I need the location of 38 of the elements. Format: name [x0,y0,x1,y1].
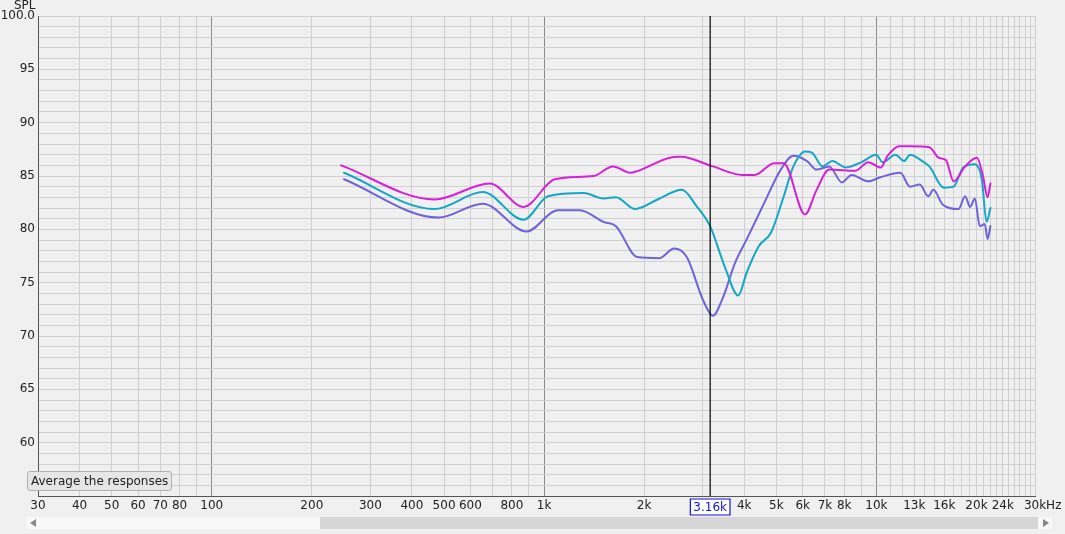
y-tick-label: 75 [19,274,35,289]
x-tick-label: 2k [636,498,652,513]
y-tick-label: 60 [19,434,35,449]
x-tick-label: 60 [130,498,146,513]
y-tick-label: 95 [19,61,35,76]
x-tick-label: 30k [1023,498,1047,513]
x-tick-label: 5k [769,498,784,513]
x-tick-label: 10k [865,498,888,513]
y-tick-label: 100.0 [0,8,35,23]
x-tick-label: 4k [736,498,752,513]
x-tick-label: 50 [104,498,120,513]
x-tick-label: 400 [400,498,424,513]
y-tick-label: 65 [19,381,35,396]
x-axis-title: Hz [1046,498,1062,513]
x-tick-label: 30 [30,498,46,513]
x-tick-label: 8k [836,498,852,513]
y-tick-label: 80 [19,221,35,236]
x-tick-label: 100 [200,498,224,513]
x-tick-label: 600 [458,498,482,513]
y-tick-label: 70 [19,328,35,343]
x-tick-label: 16k [933,498,956,513]
x-tick-label: 500 [432,498,456,513]
x-tick-label: 24k [991,498,1014,513]
y-tick-label: 85 [19,168,35,183]
x-tick-label: 800 [500,498,524,513]
y-tick-label: 90 [19,114,35,129]
x-tick-label: 300 [358,498,382,513]
x-tick-label: 1k [536,498,552,513]
ref-line-label: 3.16k [693,500,728,515]
annotation: Average the responses [27,471,173,491]
x-tick-label: 70 [152,498,168,513]
x-tick-label: 20k [965,498,988,513]
x-tick-label: 13k [903,498,926,513]
x-tick-label: 6k [795,498,811,513]
x-tick-label: 80 [171,498,188,513]
x-tick-label: 200 [300,498,324,513]
x-tick-label: 7k [817,498,833,513]
x-tick-label: 40 [71,498,88,513]
